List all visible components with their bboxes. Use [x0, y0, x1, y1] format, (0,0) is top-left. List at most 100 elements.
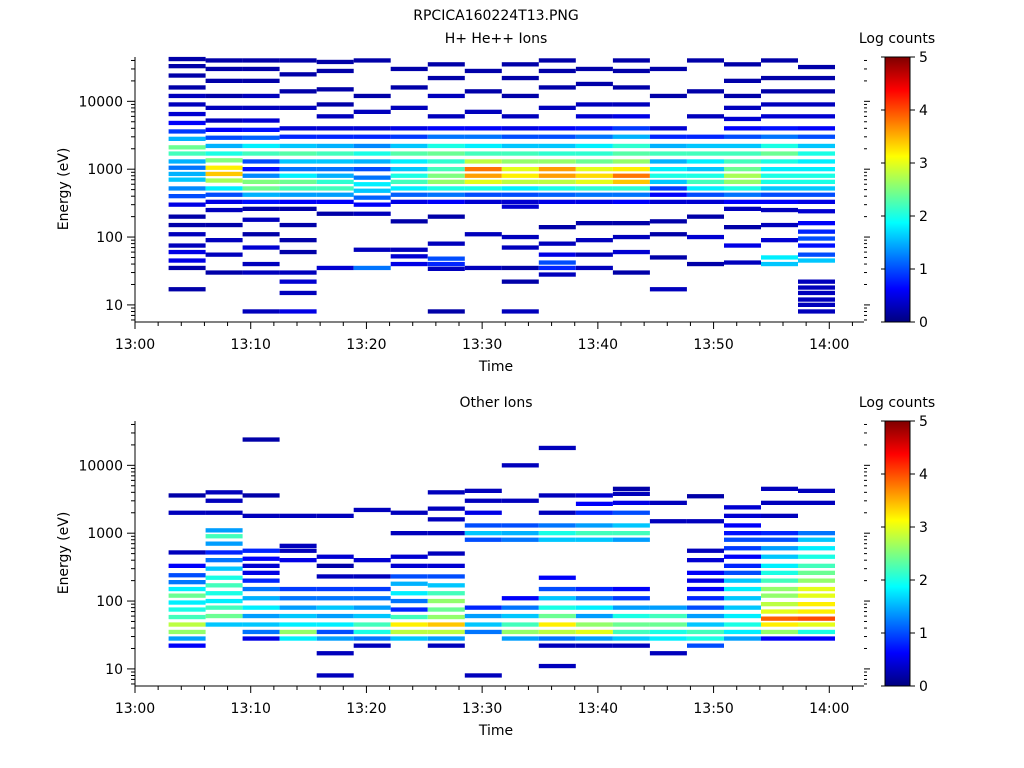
- heatmap-cell: [612, 629, 650, 635]
- heatmap-cell: [538, 531, 576, 536]
- heatmap-cell: [316, 211, 354, 216]
- heatmap-cell: [168, 563, 206, 568]
- heatmap-cell: [464, 143, 502, 149]
- heatmap-cell: [316, 265, 354, 271]
- heatmap-cell: [205, 566, 243, 571]
- heatmap-cell: [242, 105, 280, 110]
- colorbar-tick-label: 4: [919, 467, 928, 483]
- y-tick-label: 10: [105, 662, 123, 678]
- heatmap-cell: [612, 622, 650, 627]
- heatmap-cell: [575, 523, 613, 528]
- heatmap-cell: [687, 261, 724, 267]
- heatmap-cell: [649, 143, 687, 149]
- heatmap-cell: [427, 607, 465, 612]
- heatmap-cell: [168, 64, 206, 69]
- x-tick-label: 13:40: [578, 337, 618, 353]
- panel-title: H+ He++ Ions: [445, 31, 548, 47]
- heatmap-cell: [575, 493, 613, 498]
- heatmap-cell: [205, 199, 243, 204]
- heatmap-cell: [242, 118, 280, 123]
- heatmap-cell: [575, 159, 613, 164]
- heatmap-cell: [575, 643, 613, 648]
- heatmap-cell: [501, 498, 539, 503]
- heatmap-cell: [168, 573, 206, 578]
- heatmap-cell: [575, 629, 613, 635]
- heatmap-cell: [612, 192, 650, 197]
- heatmap-cell: [427, 143, 465, 149]
- heatmap-cell: [798, 290, 835, 296]
- heatmap-cell: [761, 143, 798, 149]
- heatmap-cell: [798, 258, 835, 263]
- heatmap-cell: [205, 613, 243, 619]
- heatmap-cell: [353, 247, 391, 252]
- heatmap-cell: [798, 554, 835, 559]
- colorbar-tick-label: 5: [919, 414, 928, 430]
- heatmap-cell: [798, 500, 835, 505]
- heatmap-cell: [538, 596, 576, 601]
- heatmap-cell: [538, 58, 576, 63]
- heatmap-cell: [501, 143, 539, 149]
- heatmap-cell: [761, 114, 798, 119]
- heatmap-cell: [205, 207, 243, 213]
- heatmap-cell: [612, 167, 650, 172]
- heatmap-cell: [427, 199, 465, 204]
- heatmap-cell: [798, 531, 835, 536]
- heatmap-cell: [761, 126, 798, 131]
- heatmap-cell: [205, 605, 243, 610]
- heatmap-cell: [724, 513, 761, 518]
- heatmap-cell: [390, 219, 428, 224]
- heatmap-cell: [427, 506, 465, 511]
- heatmap-cell: [612, 491, 650, 496]
- heatmap-cell: [724, 578, 761, 583]
- heatmap-cell: [316, 605, 354, 610]
- heatmap-cell: [501, 234, 539, 240]
- heatmap-cell: [649, 219, 687, 224]
- heatmap-cell: [501, 192, 539, 197]
- heatmap-cell: [279, 558, 317, 563]
- heatmap-cell: [612, 643, 650, 648]
- x-tick-label: 13:20: [346, 337, 386, 353]
- heatmap-cell: [798, 285, 835, 290]
- heatmap-cell: [612, 234, 650, 240]
- heatmap-cell: [427, 179, 465, 184]
- heatmap-cell: [687, 596, 724, 601]
- heatmap-cell: [612, 486, 650, 491]
- heatmap-cell: [316, 126, 354, 131]
- heatmap-cell: [538, 260, 576, 265]
- heatmap-cell: [612, 596, 650, 601]
- heatmap-cell: [798, 297, 835, 302]
- heatmap-cell: [538, 636, 576, 641]
- heatmap-cell: [687, 214, 724, 219]
- heatmap-cell: [761, 486, 798, 491]
- heatmap-cell: [538, 265, 576, 271]
- heatmap-cell: [724, 537, 761, 542]
- heatmap-cell: [761, 602, 798, 607]
- heatmap-cell: [242, 173, 280, 178]
- heatmap-cell: [316, 622, 354, 627]
- heatmap-cell: [242, 548, 280, 553]
- heatmap-cell: [649, 622, 687, 627]
- heatmap-cell: [761, 609, 798, 614]
- heatmap-cell: [649, 651, 687, 656]
- heatmap-cell: [798, 236, 835, 241]
- heatmap-cell: [649, 629, 687, 635]
- heatmap-cell: [612, 531, 650, 536]
- heatmap-cell: [205, 171, 243, 177]
- heatmap-cell: [168, 249, 206, 255]
- heatmap-cell: [798, 64, 835, 70]
- heatmap-cell: [427, 583, 465, 588]
- heatmap-cell: [798, 546, 835, 551]
- heatmap-cell: [168, 636, 206, 641]
- colorbar-tick-label: 5: [919, 50, 928, 66]
- heatmap-cell: [427, 622, 465, 627]
- heatmap-cell: [501, 62, 539, 67]
- heatmap-cell: [427, 192, 465, 197]
- heatmap-cell: [205, 93, 243, 99]
- heatmap-cell: [390, 159, 428, 164]
- heatmap-cell: [761, 500, 798, 505]
- heatmap-cell: [427, 261, 465, 267]
- heatmap-cell: [464, 126, 502, 131]
- heatmap-cell: [761, 554, 798, 559]
- colorbar-gradient: [884, 56, 911, 323]
- heatmap-cell: [168, 232, 206, 237]
